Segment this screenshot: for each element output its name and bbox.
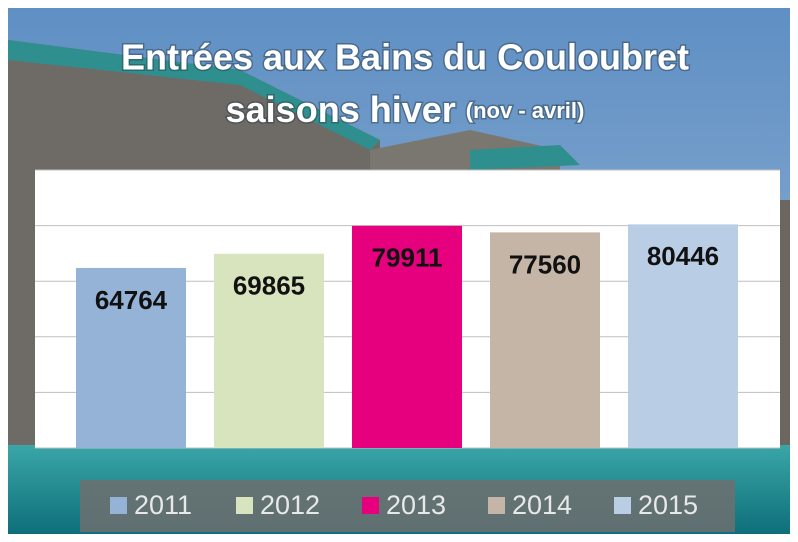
legend-label: 2015 xyxy=(638,490,698,520)
legend-swatch xyxy=(110,497,127,514)
legend-swatch xyxy=(362,497,379,514)
chart-title: Entrées aux Bains du Couloubret xyxy=(121,37,689,78)
bar xyxy=(352,225,462,448)
legend-label: 2013 xyxy=(386,490,446,520)
plot: 64764 69865 79911 77560 80446 xyxy=(35,169,780,449)
chart-subtitle: saisons hiver xyxy=(226,89,456,130)
legend-items: 2011 2012 2013 2014 2015 xyxy=(110,490,698,520)
title-line: saisons hiver (nov - avril) xyxy=(226,89,585,130)
legend-label: 2012 xyxy=(260,490,320,520)
legend-swatch xyxy=(488,497,505,514)
bar xyxy=(76,267,186,448)
value-label: 69865 xyxy=(233,271,305,301)
value-label: 64764 xyxy=(95,285,168,315)
legend-label: 2014 xyxy=(512,490,572,520)
bar xyxy=(214,253,324,448)
value-label: 79911 xyxy=(372,243,443,273)
value-label: 80446 xyxy=(647,241,719,271)
legend-swatch xyxy=(236,497,253,514)
legend-swatch xyxy=(614,497,631,514)
bar xyxy=(628,224,738,448)
bar xyxy=(490,232,600,448)
chart-note: (nov - avril) xyxy=(466,98,585,123)
legend-label: 2011 xyxy=(134,490,192,520)
value-label: 77560 xyxy=(509,249,581,279)
